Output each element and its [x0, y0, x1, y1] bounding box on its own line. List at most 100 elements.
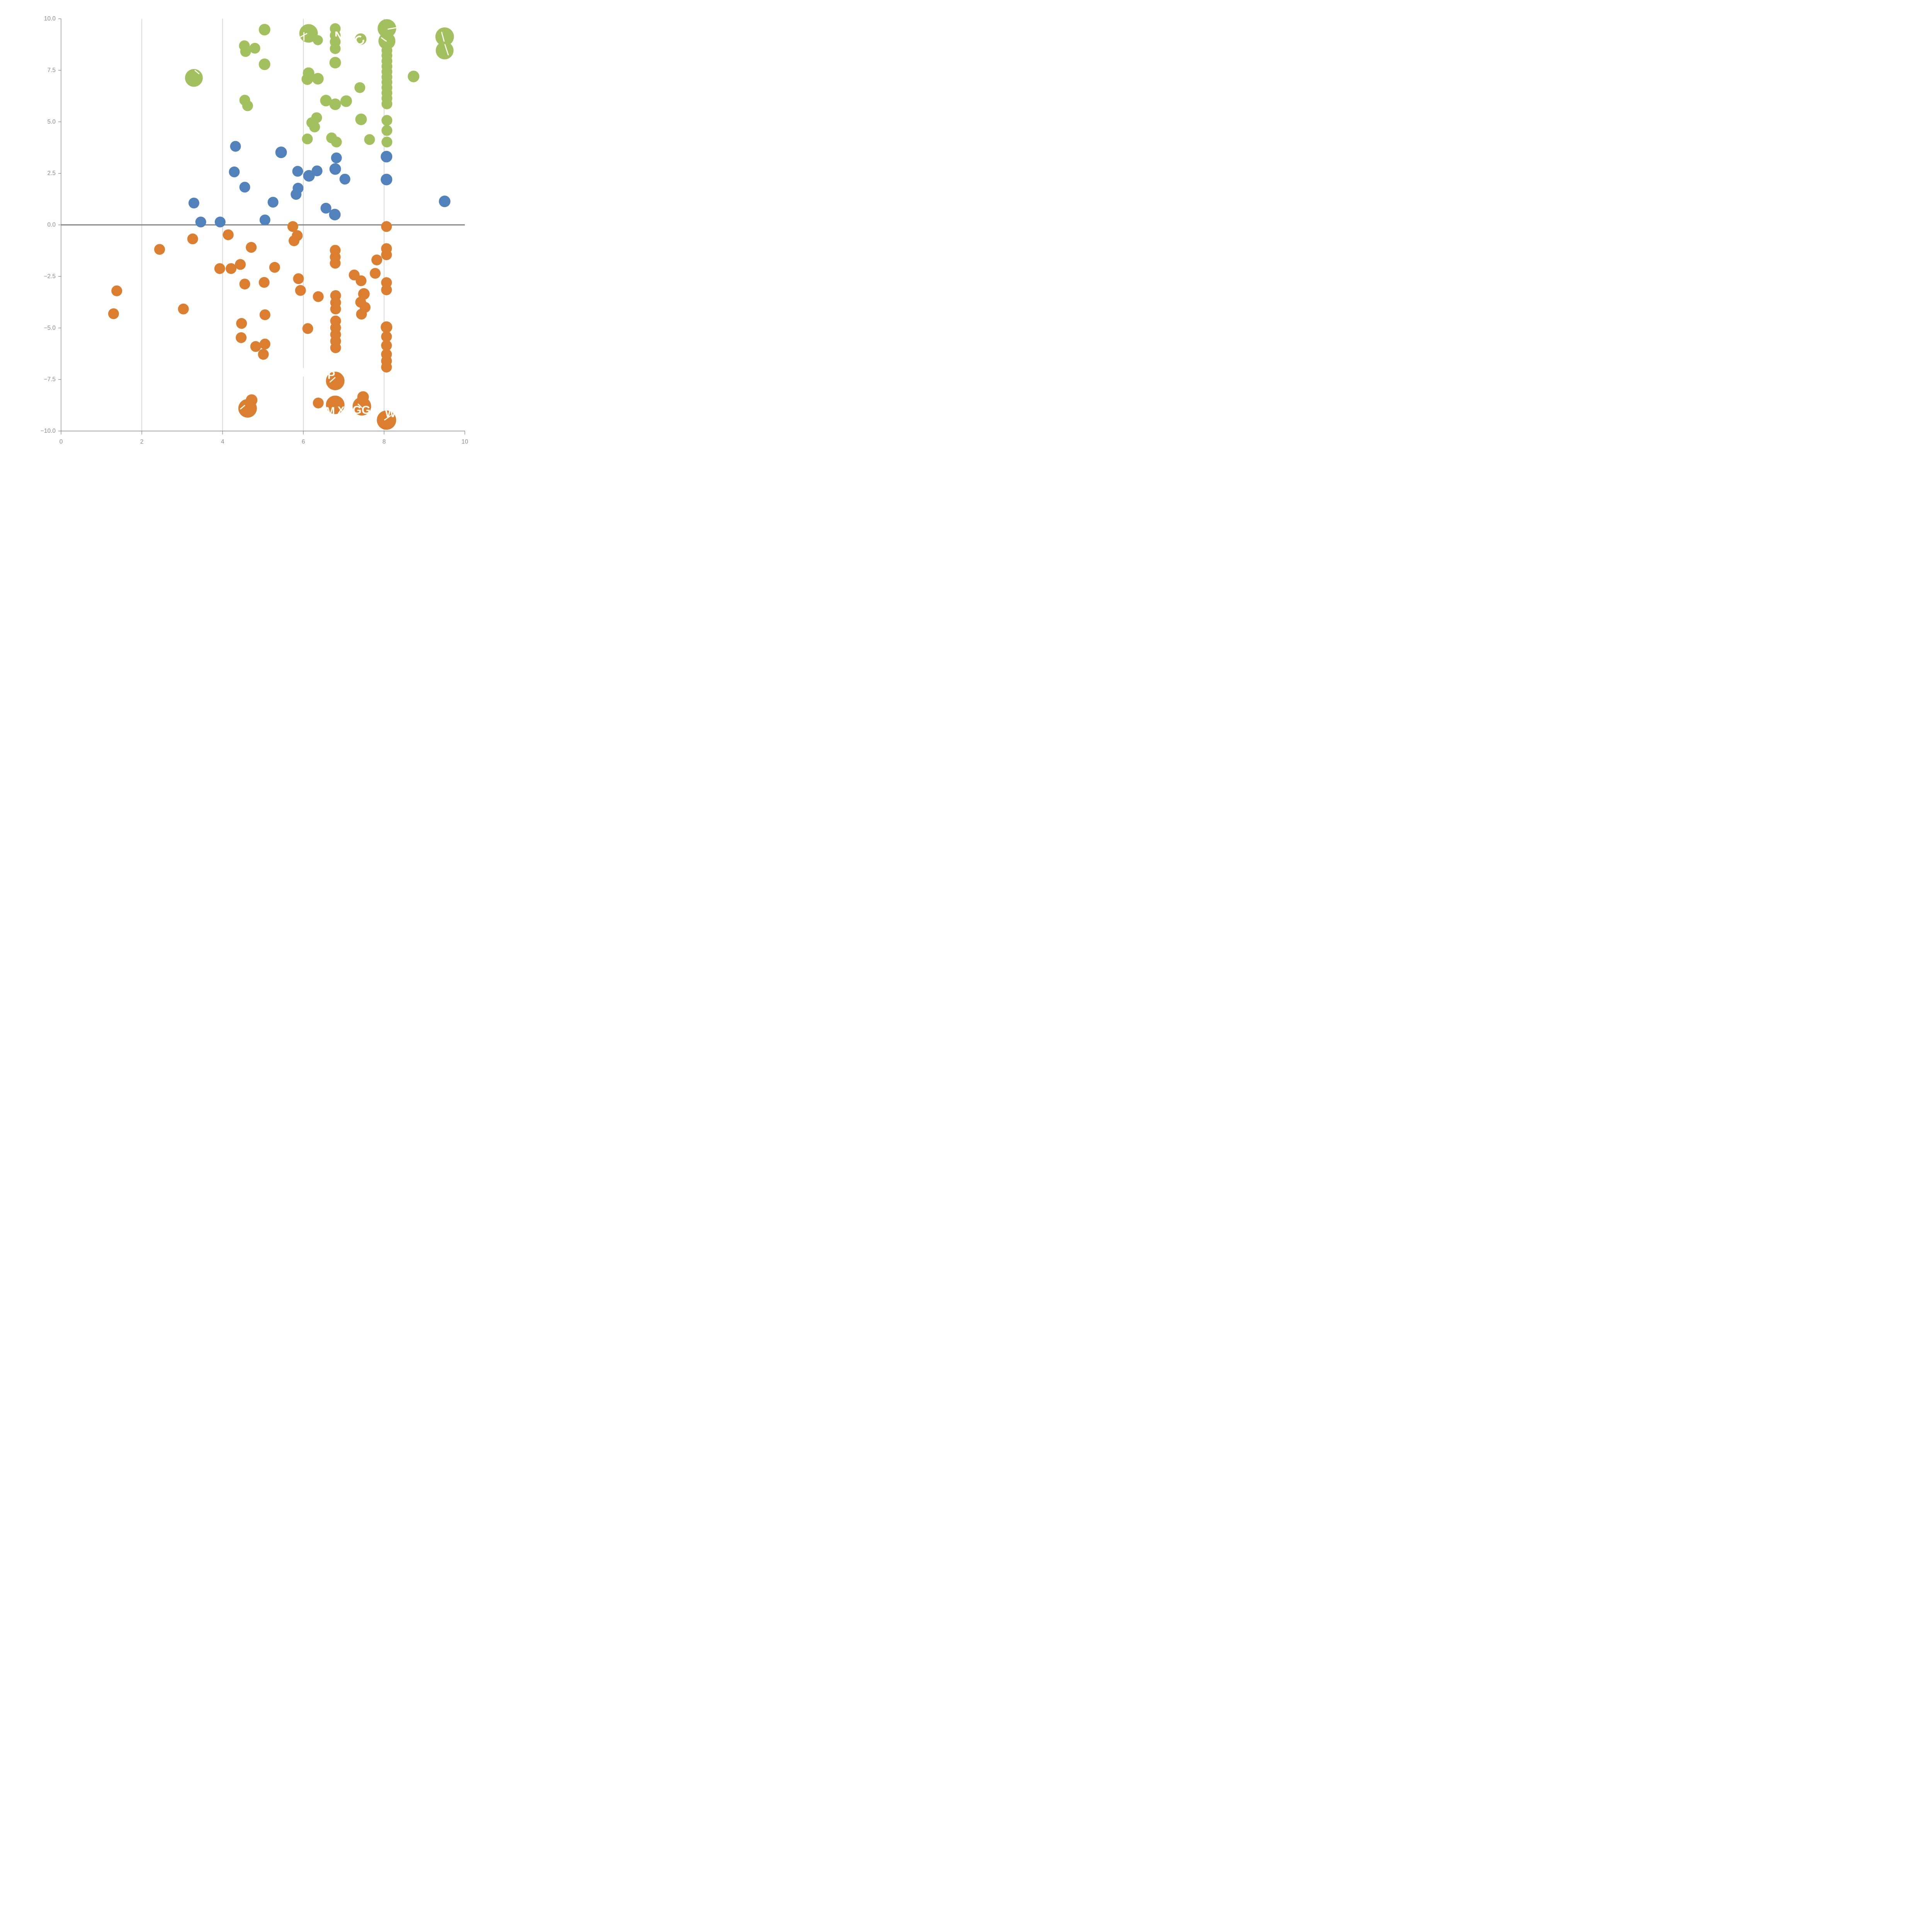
data-point-orange [239, 279, 250, 290]
data-point-blue [339, 173, 350, 185]
x-tick-label-4: 4 [221, 439, 224, 445]
data-point-orange [187, 233, 198, 245]
data-point-orange [288, 235, 299, 247]
data-point-orange [250, 341, 261, 352]
x-tick-label-6: 6 [302, 439, 305, 445]
slash-mark [384, 415, 391, 421]
y-tick-label-0.0: 0.0 [47, 222, 56, 228]
data-point-orange [381, 284, 392, 296]
data-point-green [299, 24, 318, 43]
y-tick-label-10.0: 10.0 [44, 15, 56, 22]
data-point-green [259, 58, 270, 70]
y-tick-label-2.5: 2.5 [47, 170, 56, 177]
data-point-green [320, 95, 332, 107]
data-point-blue [267, 197, 279, 208]
data-point-green [302, 133, 313, 145]
data-point-orange [313, 397, 324, 408]
data-point-blue [311, 165, 323, 177]
slash-mark [381, 37, 387, 42]
data-point-blue [381, 151, 393, 163]
data-point-orange [381, 321, 393, 333]
point-label-fragment [240, 405, 245, 410]
data-point-green [381, 115, 393, 126]
data-point-blue [329, 163, 341, 175]
letter-mark: M [325, 405, 335, 418]
data-point-blue [259, 214, 270, 226]
letter-mark: C [351, 32, 367, 49]
data-point-orange [330, 342, 341, 353]
data-point-green [381, 98, 393, 109]
point-label-fragment: W [384, 410, 396, 421]
data-point-green [185, 69, 203, 87]
data-point-blue [275, 146, 287, 158]
x-tick-label-0: 0 [60, 439, 63, 445]
data-point-blue [188, 197, 199, 209]
data-point-blue [292, 166, 303, 177]
data-point-green [329, 57, 341, 69]
data-point-green [354, 82, 366, 93]
slash-mark [388, 27, 396, 30]
data-point-orange [259, 277, 270, 288]
data-point-blue [381, 173, 393, 185]
data-point-orange: W [377, 410, 396, 430]
data-point-orange [330, 258, 341, 269]
data-point-orange [381, 249, 392, 260]
y-tick-label-5.0: 5.0 [47, 119, 56, 125]
data-point-orange [330, 303, 341, 315]
y-tick-label-−10.0: −10.0 [41, 428, 56, 434]
data-point-green [301, 73, 313, 85]
data-point-blue [329, 209, 341, 221]
axes [58, 18, 465, 435]
data-point-green [330, 43, 341, 54]
data-point-blue [239, 182, 250, 193]
data-point-green: C [351, 32, 367, 49]
point-label-fragment [194, 70, 200, 75]
text-fragment-0 [303, 368, 304, 377]
data-point-green [312, 73, 324, 85]
slash-mark [441, 32, 447, 46]
data-point-green [408, 70, 420, 82]
data-point-orange [235, 259, 246, 270]
data-point-orange [214, 263, 225, 274]
data-point-orange [269, 262, 280, 273]
data-point-orange [293, 273, 304, 284]
data-point-orange [246, 242, 257, 253]
data-point-orange [287, 221, 298, 232]
point-label-fragment: GG [353, 403, 371, 415]
data-point-green [381, 125, 393, 136]
data-point-orange [381, 331, 392, 342]
data-point-orange: P [326, 369, 345, 390]
data-point-green [381, 136, 393, 148]
slash-mark [194, 70, 200, 75]
scatter-plot: NNCPMXGGW 10.07.55.02.50.0−2.5−5.0−7.5−1… [41, 15, 468, 445]
y-tick-label-−5.0: −5.0 [44, 325, 56, 331]
data-point-green [331, 136, 342, 148]
data-point-orange [355, 275, 367, 286]
data-point-green [364, 134, 375, 145]
data-point-orange [154, 244, 165, 255]
data-point-green [341, 95, 352, 106]
letter-mark: P [328, 369, 335, 381]
data-point-orange [223, 229, 234, 240]
y-tick-label-−7.5: −7.5 [44, 376, 56, 383]
point-label-fragment [299, 32, 308, 41]
data-point-orange [246, 394, 258, 406]
data-point-green [329, 98, 341, 110]
data-point-orange [259, 309, 270, 320]
data-point-orange [236, 332, 247, 343]
data-point-blue [195, 216, 206, 228]
data-point-green [259, 24, 270, 36]
point-label-fragment [444, 44, 449, 56]
white-text-fragments [303, 368, 304, 377]
point-label-fragment [381, 37, 387, 42]
slash-mark [240, 405, 245, 410]
point-label-fragment: C [351, 32, 367, 49]
point-label-fragment [441, 32, 447, 46]
scatter-plot-canvas: NNCPMXGGW 10.07.55.02.50.0−2.5−5.0−7.5−1… [0, 0, 483, 483]
data-point-orange [225, 263, 236, 274]
data-point-blue [291, 189, 302, 200]
data-point-orange [371, 254, 383, 265]
data-point-blue [229, 166, 240, 177]
data-point-blue [214, 216, 226, 228]
